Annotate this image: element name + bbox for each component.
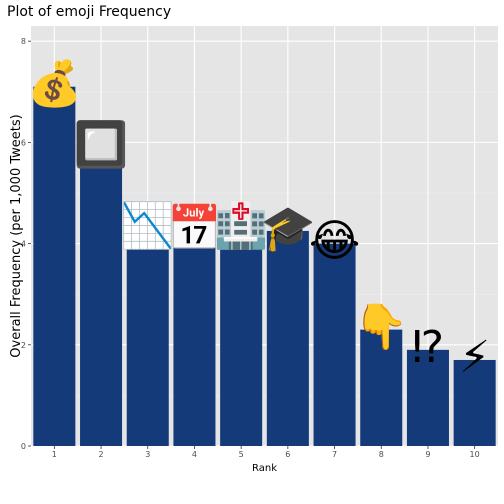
face-with-tears-of-joy-icon: 😂 bbox=[309, 216, 360, 267]
calendar-g-icon: 📅 bbox=[167, 203, 222, 254]
y-axis: 0 2 4 6 8 bbox=[21, 37, 31, 451]
bar-rank-6 bbox=[266, 230, 309, 446]
chart-decreasing-icon: 📉 bbox=[120, 200, 175, 251]
money-bag-icon: 💰 bbox=[27, 59, 82, 110]
bar-rank-7 bbox=[313, 243, 356, 446]
y-tick-label: 2 bbox=[21, 341, 26, 350]
x-tick-label: 6 bbox=[285, 450, 290, 459]
bar-rank-9 bbox=[406, 349, 449, 446]
x-tick-label: 10 bbox=[470, 450, 480, 459]
y-tick-label: 0 bbox=[21, 442, 26, 451]
x-tick-label: 5 bbox=[239, 450, 244, 459]
chart-title: Plot of emoji Frequency bbox=[7, 4, 171, 20]
y-tick-label: 8 bbox=[21, 37, 26, 46]
y-axis-title: Overall Frequency (per 1,000 Tweets) bbox=[9, 114, 24, 357]
x-tick-label: 1 bbox=[52, 450, 57, 459]
bar-rank-2 bbox=[80, 147, 123, 446]
bar-rank-5 bbox=[220, 228, 263, 446]
y-tick-label: 6 bbox=[21, 138, 26, 147]
bar-rank-3 bbox=[126, 228, 169, 446]
y-tick-label: 4 bbox=[21, 240, 26, 249]
x-axis: 1 2 3 4 5 6 7 8 9 10 bbox=[52, 446, 480, 459]
x-tick-label: 3 bbox=[145, 450, 150, 459]
bars bbox=[33, 86, 496, 446]
x-axis-title: Rank bbox=[252, 463, 277, 474]
hospital-icon: 🏥 bbox=[214, 200, 269, 251]
backhand-index-pointing-down-icon: 👇 bbox=[354, 302, 409, 353]
bar-rank-10 bbox=[453, 359, 496, 446]
exclamation-question-mark-icon: ⁉ bbox=[412, 322, 444, 373]
bar-rank-8 bbox=[360, 329, 403, 446]
x-tick-label: 7 bbox=[332, 450, 337, 459]
x-tick-label: 8 bbox=[379, 450, 384, 459]
x-tick-label: 9 bbox=[425, 450, 430, 459]
x-tick-label: 4 bbox=[192, 450, 197, 459]
black-square-button-icon: 🔲 bbox=[74, 119, 129, 170]
bar-emoji-icons: 💰 🔲 📉📅🏥🎓😂 👇 ⁉ ⚡ bbox=[27, 59, 490, 383]
high-voltage-icon: ⚡ bbox=[459, 332, 490, 383]
bar-rank-4 bbox=[173, 230, 216, 446]
x-tick-label: 2 bbox=[99, 450, 104, 459]
graduation-cap-icon: 🎓 bbox=[260, 203, 315, 254]
bar-rank-1 bbox=[33, 86, 76, 446]
